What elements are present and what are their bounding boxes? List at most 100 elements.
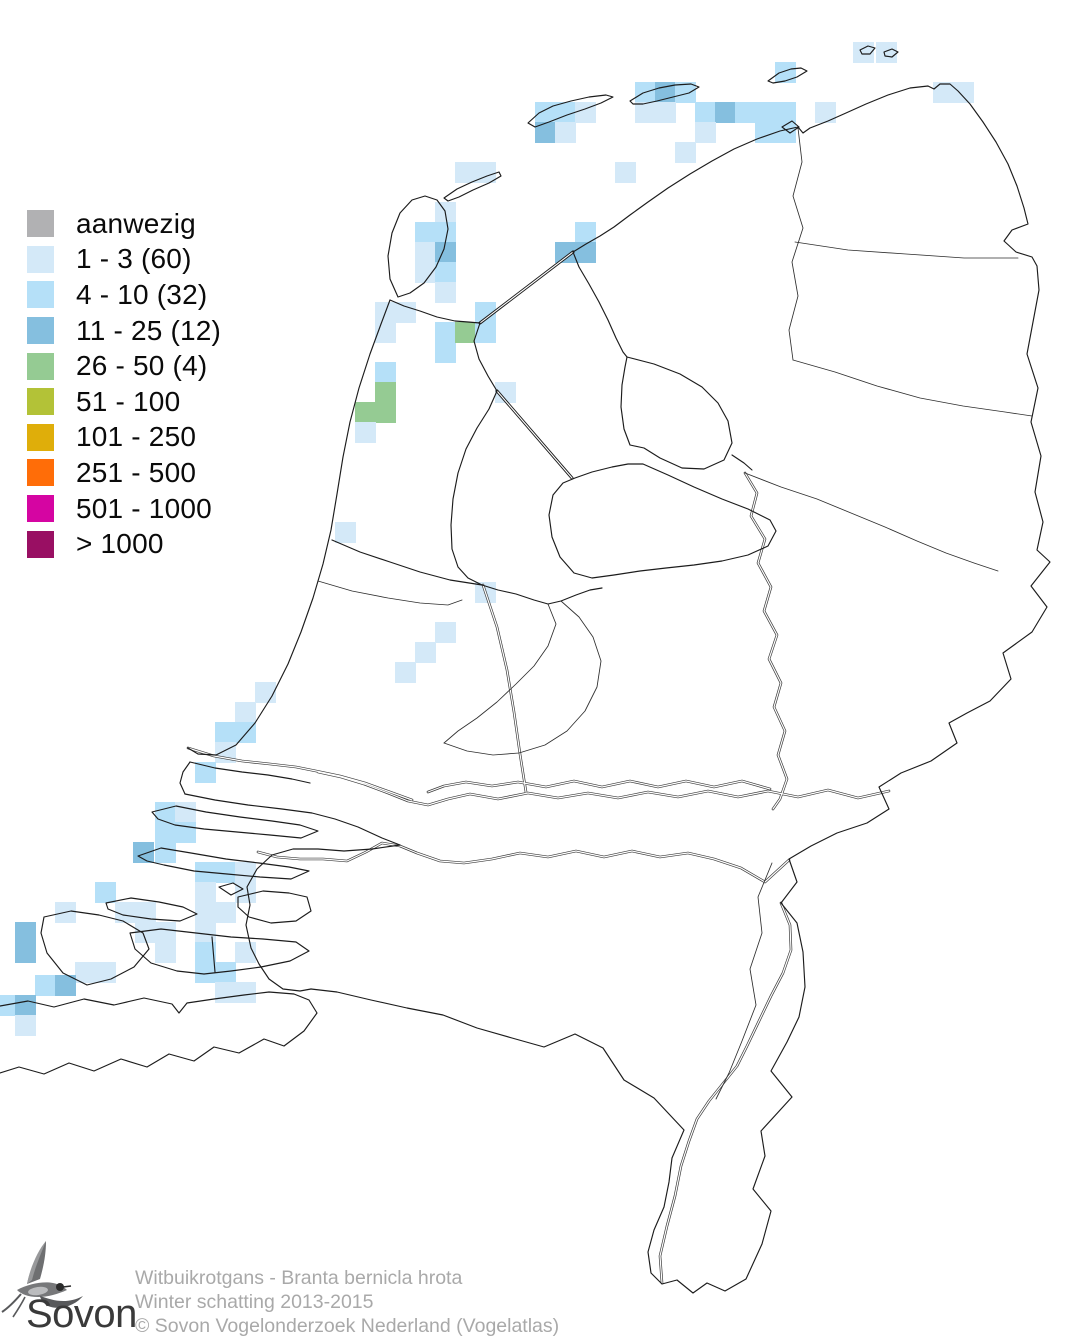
grid-cell <box>415 642 436 663</box>
grid-cell <box>95 882 116 903</box>
grid-cell <box>755 102 776 123</box>
caption-season: Winter schatting 2013-2015 <box>135 1291 374 1313</box>
legend-swatch <box>27 281 54 309</box>
map-line <box>482 584 527 793</box>
map-line <box>331 539 483 586</box>
map-line <box>317 771 890 806</box>
legend-row: 501 - 1000 <box>27 491 221 527</box>
legend-swatch <box>27 423 54 451</box>
grid-cell <box>375 362 396 383</box>
legend-swatch <box>27 388 54 416</box>
map-line <box>137 847 310 880</box>
grid-cell <box>435 242 456 263</box>
legend-label: 51 - 100 <box>76 385 181 417</box>
map-line <box>792 359 1033 417</box>
grid-cell <box>375 382 396 403</box>
legend-swatch <box>27 459 54 487</box>
legend-row: 11 - 25 (12) <box>27 313 221 349</box>
grid-cell <box>715 102 736 123</box>
legend-swatch <box>27 245 54 273</box>
grid-cell <box>555 242 576 263</box>
grid-cell <box>475 162 496 183</box>
legend-swatch <box>27 352 54 380</box>
legend-row: 4 - 10 (32) <box>27 277 221 313</box>
grid-cell <box>215 962 236 983</box>
grid-cell <box>775 102 796 123</box>
map-line <box>316 770 891 807</box>
map-line <box>788 127 804 361</box>
map-line <box>658 901 793 1285</box>
map-line <box>189 761 311 784</box>
grid-cell <box>135 902 156 923</box>
map-line <box>715 862 773 1100</box>
grid-cell <box>735 102 756 123</box>
grid-cell <box>133 842 154 863</box>
grid-cell <box>95 962 116 983</box>
grid-cell <box>155 842 176 863</box>
grid-cell <box>853 42 874 63</box>
grid-cell <box>195 962 216 983</box>
grid-cell <box>435 262 456 283</box>
grid-cell <box>575 102 596 123</box>
map-line <box>731 454 753 471</box>
grid-cell <box>195 922 216 943</box>
grid-cell <box>75 962 96 983</box>
grid-cell <box>215 902 236 923</box>
map-line <box>0 991 318 1075</box>
grid-cell <box>635 102 656 123</box>
grid-cell <box>15 995 36 1016</box>
legend-row: 26 - 50 (4) <box>27 348 221 384</box>
map-line <box>794 241 1019 259</box>
grid-cell <box>215 862 236 883</box>
grid-cell <box>675 142 696 163</box>
grid-cell <box>155 922 176 943</box>
grid-cell <box>575 242 596 263</box>
map-line <box>620 356 733 470</box>
legend-label: 4 - 10 (32) <box>76 278 208 310</box>
map-line <box>629 83 700 105</box>
map-line <box>527 94 614 128</box>
legend-label: 501 - 1000 <box>76 492 212 524</box>
map-line <box>859 45 876 55</box>
grid-cell <box>695 122 716 143</box>
legend-row: > 1000 <box>27 526 221 562</box>
map-line <box>767 67 808 84</box>
legend-label: 1 - 3 (60) <box>76 243 192 275</box>
caption-copyright: © Sovon Vogelonderzoek Nederland (Vogela… <box>135 1315 560 1337</box>
grid-cell <box>615 162 636 183</box>
grid-cell <box>535 102 556 123</box>
grid-cell <box>55 975 76 996</box>
map-line <box>572 251 628 358</box>
map-line <box>443 600 602 756</box>
legend-label: 251 - 500 <box>76 456 197 488</box>
grid-cell <box>235 862 256 883</box>
grid-cell <box>195 902 216 923</box>
map-line <box>659 902 792 1284</box>
map-line <box>387 195 449 298</box>
grid-cell <box>155 802 176 823</box>
grid-cell <box>435 282 456 303</box>
map-line <box>443 171 502 202</box>
swallow-icon <box>1 1241 83 1318</box>
map-line <box>548 463 777 579</box>
grid-cell <box>235 982 256 1003</box>
grid-cell <box>375 402 396 423</box>
map-line <box>211 936 216 973</box>
map-line <box>479 251 574 324</box>
map-line <box>443 603 557 744</box>
legend-label: aanwezig <box>76 207 196 239</box>
grid-cell <box>455 162 476 183</box>
grid-cell <box>35 975 56 996</box>
map-line <box>187 747 413 801</box>
grid-cell <box>435 222 456 243</box>
grid-cell <box>215 982 236 1003</box>
map-line <box>105 897 198 922</box>
map-line <box>184 793 401 846</box>
map-line <box>427 780 771 793</box>
map-line <box>237 890 312 924</box>
map-line <box>389 299 481 324</box>
grid-cell <box>575 222 596 243</box>
grid-cell <box>395 302 416 323</box>
